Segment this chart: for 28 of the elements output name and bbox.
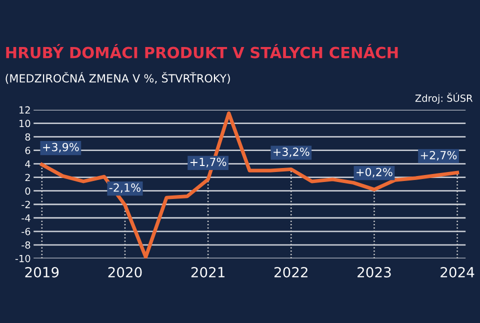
annotation: -2,1% — [109, 183, 140, 193]
y-tick-label: 2 — [25, 174, 30, 182]
line-series — [40, 111, 460, 258]
y-tick-label: 6 — [25, 146, 30, 154]
annotation: +0,2% — [356, 168, 392, 178]
x-tick-label: 2021 — [191, 266, 224, 278]
chart-title: HRUBÝ DOMÁCI PRODUKT V STÁLYCH CENÁCH — [6, 44, 398, 58]
text: Zdroj: ŠÚSR — [415, 92, 473, 104]
y-tick-label: -10 — [15, 254, 30, 262]
y-tick-label: -2 — [22, 200, 30, 208]
y-tick-label: -4 — [22, 214, 30, 222]
x-tick-label: 2022 — [274, 266, 308, 278]
annotation: +3,2% — [274, 148, 310, 158]
y-tick-label: 0 — [25, 187, 30, 195]
y-tick-label: 10 — [20, 120, 30, 128]
x-tick-label: 2023 — [358, 266, 391, 278]
annotation: +2,7% — [420, 150, 457, 160]
y-tick-label: 12 — [20, 106, 30, 114]
y-tick-label: 4 — [25, 160, 30, 168]
annotation: +3,9% — [43, 142, 79, 152]
x-tick-label: 2019 — [25, 266, 59, 278]
y-tick-label: 8 — [25, 133, 30, 141]
y-tick-label: -6 — [22, 228, 30, 236]
y-tick-label: -8 — [22, 241, 30, 249]
annotation: +1,7% — [190, 158, 226, 168]
x-tick-label: 2024 — [440, 266, 474, 278]
chart-subtitle: (MEDZIROČNÁ ZMENA V %, ŠTVRŤROKY) — [6, 72, 230, 84]
x-tick-label: 2020 — [108, 266, 142, 278]
